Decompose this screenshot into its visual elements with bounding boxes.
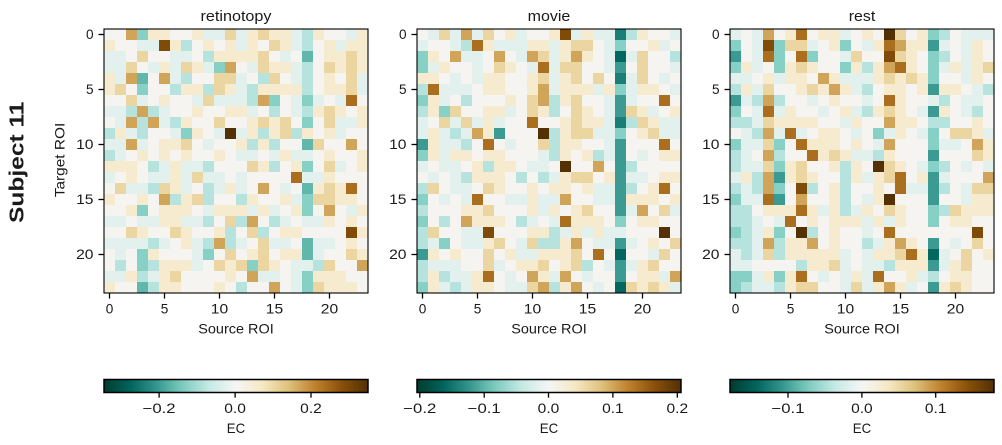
svg-text:20: 20	[389, 247, 407, 262]
svg-text:10: 10	[76, 137, 94, 152]
svg-text:0.2: 0.2	[667, 401, 689, 416]
svg-text:20: 20	[702, 247, 720, 262]
svg-text:10: 10	[524, 302, 542, 317]
svg-text:0: 0	[712, 27, 720, 42]
svg-text:10: 10	[702, 137, 720, 152]
svg-text:EC: EC	[227, 420, 245, 436]
svg-text:0: 0	[106, 302, 114, 317]
svg-text:15: 15	[579, 302, 596, 317]
svg-text:5: 5	[161, 302, 169, 317]
svg-text:Subject 11: Subject 11	[6, 102, 29, 224]
svg-text:movie: movie	[528, 9, 571, 25]
svg-text:Source ROI: Source ROI	[511, 320, 587, 336]
svg-text:20: 20	[321, 302, 339, 317]
svg-text:Source ROI: Source ROI	[198, 320, 274, 336]
svg-text:0.1: 0.1	[925, 401, 947, 416]
svg-text:10: 10	[211, 302, 229, 317]
svg-text:5: 5	[474, 302, 482, 317]
svg-text:0.0: 0.0	[851, 401, 873, 416]
svg-text:0: 0	[419, 302, 427, 317]
svg-text:Source ROI: Source ROI	[824, 320, 900, 336]
svg-text:0: 0	[399, 27, 407, 42]
svg-text:−0.1: −0.1	[772, 401, 805, 416]
svg-text:−0.2: −0.2	[143, 401, 176, 416]
svg-text:0.0: 0.0	[538, 401, 560, 416]
svg-text:−0.1: −0.1	[468, 401, 501, 416]
svg-text:−0.2: −0.2	[403, 401, 436, 416]
svg-text:0: 0	[732, 302, 740, 317]
svg-text:15: 15	[892, 302, 909, 317]
svg-text:10: 10	[837, 302, 855, 317]
svg-text:5: 5	[787, 302, 795, 317]
svg-text:EC: EC	[853, 420, 871, 436]
svg-text:Target ROI: Target ROI	[52, 123, 68, 198]
svg-text:15: 15	[266, 302, 283, 317]
svg-text:retinotopy: retinotopy	[201, 9, 273, 25]
svg-text:EC: EC	[540, 420, 558, 436]
svg-text:5: 5	[399, 82, 407, 97]
svg-text:10: 10	[389, 137, 407, 152]
svg-text:15: 15	[702, 192, 719, 207]
svg-text:15: 15	[76, 192, 93, 207]
svg-text:rest: rest	[849, 9, 876, 25]
svg-text:5: 5	[712, 82, 720, 97]
svg-text:20: 20	[634, 302, 652, 317]
svg-text:20: 20	[947, 302, 965, 317]
svg-text:15: 15	[389, 192, 406, 207]
svg-text:0: 0	[86, 27, 94, 42]
svg-text:20: 20	[76, 247, 94, 262]
svg-text:0.0: 0.0	[224, 401, 246, 416]
svg-text:5: 5	[86, 82, 94, 97]
svg-text:0.1: 0.1	[602, 401, 624, 416]
svg-text:0.2: 0.2	[300, 401, 322, 416]
